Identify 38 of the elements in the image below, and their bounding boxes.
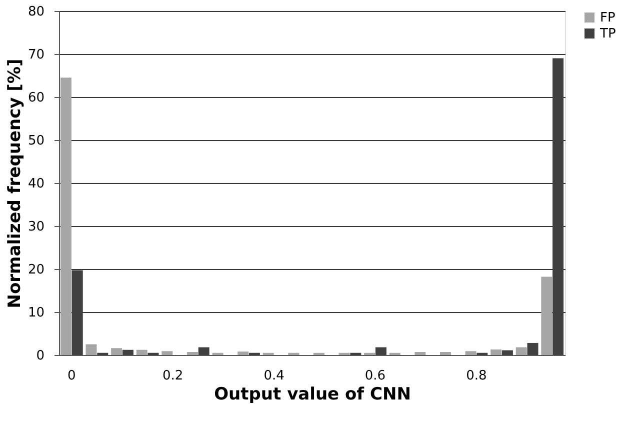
y-tick-label: 20 xyxy=(28,262,44,278)
x-tick-label: 0.4 xyxy=(264,368,284,384)
bar xyxy=(465,351,476,355)
y-tick-label: 10 xyxy=(28,306,44,320)
bar xyxy=(162,351,173,355)
bar xyxy=(527,342,538,355)
bar xyxy=(86,344,97,355)
bar xyxy=(198,347,210,355)
bar xyxy=(490,349,502,355)
y-axis-title: Normalized frequency [%] xyxy=(4,58,25,308)
bar xyxy=(502,350,513,355)
bar xyxy=(122,350,134,355)
bar xyxy=(414,352,426,355)
y-tick-label: 70 xyxy=(28,48,44,62)
y-tick-label: 0 xyxy=(36,348,44,364)
y-tick-label: 80 xyxy=(28,4,44,20)
bar xyxy=(375,347,386,355)
bar xyxy=(111,348,122,355)
bar xyxy=(72,270,83,355)
bar xyxy=(541,276,552,355)
bar xyxy=(60,78,72,355)
legend-label: TP xyxy=(599,26,616,42)
bar xyxy=(440,352,451,355)
bar xyxy=(238,352,249,355)
x-tick-label: 0.6 xyxy=(364,368,386,384)
x-tick-label: 0.8 xyxy=(466,368,487,384)
bar xyxy=(552,58,564,355)
x-tick-label: 0 xyxy=(68,368,76,384)
bar xyxy=(186,352,198,355)
legend-label: FP xyxy=(600,10,616,26)
x-axis-title: Output value of CNN xyxy=(214,384,411,404)
bar xyxy=(136,350,148,355)
y-tick-label: 50 xyxy=(28,134,44,148)
bar xyxy=(516,347,527,355)
y-tick-label: 40 xyxy=(28,176,44,192)
y-tick-label: 60 xyxy=(28,90,44,106)
x-tick-label: 0.2 xyxy=(162,368,184,384)
y-tick-label: 30 xyxy=(28,220,44,234)
